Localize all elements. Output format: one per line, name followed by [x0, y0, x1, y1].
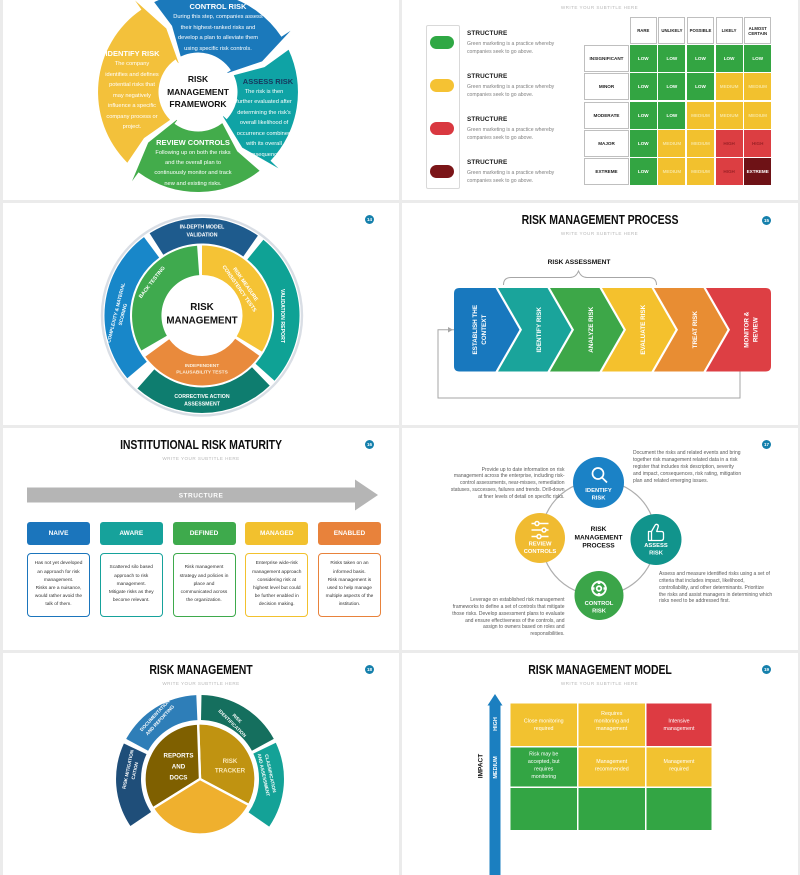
- svg-text:AND: AND: [172, 764, 186, 771]
- svg-text:REVIEW: REVIEW: [752, 317, 759, 342]
- svg-text:DOCS: DOCS: [170, 775, 188, 782]
- svg-text:monitoring and: monitoring and: [594, 719, 629, 725]
- svg-text:SCORING: SCORING: [118, 303, 129, 326]
- svg-text:Requires: Requires: [601, 711, 623, 717]
- svg-text:IDENTIFY: IDENTIFY: [585, 488, 612, 494]
- svg-text:CONTEXT: CONTEXT: [481, 315, 488, 345]
- svg-text:TRACKER: TRACKER: [215, 768, 246, 775]
- svg-text:TREAT RISK: TREAT RISK: [692, 311, 699, 349]
- svg-text:required: required: [669, 767, 688, 773]
- svg-text:Intensive: Intensive: [668, 719, 689, 725]
- svg-text:RISK: RISK: [649, 551, 664, 557]
- svg-text:ASSESSMENT: ASSESSMENT: [184, 402, 221, 408]
- svg-text:VALIDATION: VALIDATION: [187, 233, 218, 239]
- svg-text:Management: Management: [663, 759, 694, 765]
- svg-text:IMPACT: IMPACT: [477, 754, 484, 778]
- svg-text:ANALYZE RISK: ANALYZE RISK: [588, 306, 595, 352]
- svg-text:Close monitoring: Close monitoring: [523, 719, 563, 725]
- svg-text:RISK: RISK: [592, 609, 607, 615]
- svg-text:requires: requires: [534, 767, 553, 773]
- svg-text:recommended: recommended: [594, 767, 628, 773]
- svg-text:PLAUSABILITY TESTS: PLAUSABILITY TESTS: [176, 370, 228, 376]
- svg-text:accepted, but: accepted, but: [527, 759, 559, 765]
- svg-text:CONTROL: CONTROL: [584, 601, 613, 607]
- svg-text:RISK: RISK: [190, 302, 213, 313]
- svg-text:management: management: [663, 726, 694, 732]
- svg-text:RISK: RISK: [591, 496, 606, 502]
- svg-text:RISK: RISK: [231, 713, 243, 725]
- svg-text:RISK: RISK: [223, 758, 238, 765]
- svg-text:ESTABLISH THE: ESTABLISH THE: [472, 305, 479, 355]
- svg-text:CATION: CATION: [131, 761, 140, 780]
- svg-text:VALIDATION REPORT: VALIDATION REPORT: [279, 289, 285, 344]
- svg-text:Risk may be: Risk may be: [529, 752, 558, 758]
- svg-text:CORRECTIVE ACTION: CORRECTIVE ACTION: [174, 394, 229, 400]
- svg-text:required: required: [534, 726, 553, 732]
- svg-text:monitoring: monitoring: [531, 774, 556, 780]
- svg-text:STRUCTURE: STRUCTURE: [179, 493, 224, 500]
- svg-text:INDEPENDENT: INDEPENDENT: [185, 363, 219, 369]
- svg-text:MONITOR &: MONITOR &: [743, 311, 750, 347]
- svg-text:RISK: RISK: [590, 526, 606, 533]
- svg-text:HIGH: HIGH: [493, 717, 499, 731]
- svg-text:REPORTS: REPORTS: [164, 753, 194, 760]
- svg-text:PROCESS: PROCESS: [582, 543, 615, 550]
- svg-text:MEDIUM: MEDIUM: [493, 756, 499, 779]
- svg-text:ASSESS: ASSESS: [644, 543, 668, 549]
- svg-text:IN-DEPTH MODEL: IN-DEPTH MODEL: [180, 225, 226, 231]
- svg-text:MANAGEMENT: MANAGEMENT: [574, 534, 622, 541]
- svg-text:management: management: [596, 726, 627, 732]
- svg-text:IDENTIFY RISK: IDENTIFY RISK: [536, 307, 543, 353]
- svg-text:Management: Management: [596, 759, 627, 765]
- svg-text:EVALUATE RISK: EVALUATE RISK: [640, 304, 647, 354]
- svg-text:CONTROLS: CONTROLS: [523, 549, 556, 555]
- svg-text:REVIEW: REVIEW: [528, 542, 551, 548]
- svg-text:MANAGEMENT: MANAGEMENT: [166, 316, 237, 327]
